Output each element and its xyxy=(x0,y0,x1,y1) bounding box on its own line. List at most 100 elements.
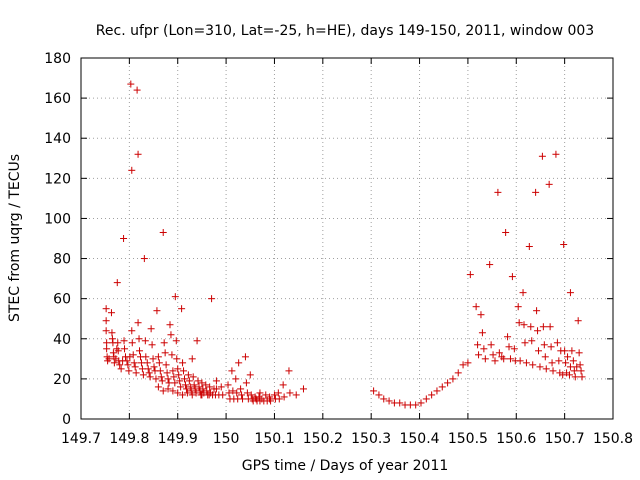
y-axis-label: STEC from uqrg / TECUs xyxy=(7,154,23,322)
data-point xyxy=(474,341,482,349)
data-point xyxy=(527,323,535,331)
x-tick-label: 149.7 xyxy=(61,431,101,447)
data-point xyxy=(280,393,288,401)
data-point xyxy=(173,355,181,363)
x-tick-label: 150.4 xyxy=(399,431,439,447)
data-point xyxy=(472,303,480,311)
data-point xyxy=(141,337,149,345)
data-point xyxy=(134,319,142,327)
data-point xyxy=(285,367,293,375)
data-point xyxy=(157,373,165,381)
data-point xyxy=(412,401,420,409)
data-point xyxy=(114,339,122,347)
data-point xyxy=(375,391,383,399)
data-point xyxy=(142,353,150,361)
x-tick-label: 150.7 xyxy=(545,431,585,447)
data-point xyxy=(184,371,192,379)
data-point xyxy=(242,379,250,387)
data-point xyxy=(152,375,160,383)
data-point xyxy=(123,357,131,365)
data-point xyxy=(182,385,190,393)
data-point xyxy=(140,255,148,263)
data-point xyxy=(491,357,499,365)
x-tick-label: 150.5 xyxy=(448,431,488,447)
data-point xyxy=(195,383,203,391)
data-point xyxy=(274,389,282,397)
data-point xyxy=(235,359,243,367)
data-point xyxy=(161,349,169,357)
data-point xyxy=(385,397,393,405)
x-tick-label: 150.6 xyxy=(496,431,536,447)
data-point xyxy=(486,261,494,269)
data-point xyxy=(477,311,485,319)
data-point xyxy=(428,391,436,399)
data-point xyxy=(299,385,307,393)
data-point xyxy=(574,317,582,325)
data-point xyxy=(132,369,140,377)
y-tick-label: 80 xyxy=(53,252,71,268)
data-point xyxy=(292,391,300,399)
data-point xyxy=(489,351,497,359)
data-point xyxy=(557,347,565,355)
data-point xyxy=(504,333,512,341)
data-point xyxy=(573,363,581,371)
data-point xyxy=(205,391,213,399)
data-point xyxy=(102,305,110,313)
data-point xyxy=(568,347,576,355)
data-point xyxy=(181,381,189,389)
data-point xyxy=(565,371,573,379)
data-point xyxy=(169,387,177,395)
x-tick-labels: 149.7 149.8 149.9 150 150.1 150.2 150.3 150.4 15… xyxy=(61,431,633,447)
data-point xyxy=(171,379,179,387)
data-point xyxy=(198,379,206,387)
data-point xyxy=(103,339,111,347)
data-points xyxy=(102,80,586,409)
data-point xyxy=(502,228,510,236)
data-point xyxy=(449,375,457,383)
data-point xyxy=(516,357,524,365)
chart-title: Rec. ufpr (Lon=310, Lat=-25, h=HE), days… xyxy=(96,23,594,39)
y-tick-label: 100 xyxy=(44,211,71,227)
data-point xyxy=(175,371,183,379)
data-point xyxy=(533,307,541,315)
data-point xyxy=(144,365,152,373)
data-point xyxy=(176,377,184,385)
data-point xyxy=(154,353,162,361)
data-point xyxy=(102,327,110,335)
data-point xyxy=(174,365,182,373)
data-point xyxy=(120,235,128,242)
data-point xyxy=(466,271,474,279)
data-point xyxy=(130,359,138,367)
data-point xyxy=(247,391,255,399)
data-point xyxy=(540,341,548,349)
data-point xyxy=(154,383,162,391)
x-tick-label: 150.2 xyxy=(303,431,343,447)
data-point xyxy=(279,381,287,389)
data-point xyxy=(134,150,142,158)
data-point xyxy=(232,375,240,383)
data-point xyxy=(188,355,196,363)
data-point xyxy=(131,363,139,371)
y-tick-label: 60 xyxy=(53,292,71,308)
data-point xyxy=(545,180,553,188)
data-point xyxy=(564,353,572,361)
data-point xyxy=(124,361,132,369)
data-point xyxy=(475,351,483,359)
data-point xyxy=(133,86,141,94)
data-point xyxy=(464,359,472,367)
data-point xyxy=(438,383,446,391)
data-point xyxy=(160,339,168,347)
data-point xyxy=(521,339,529,347)
y-tick-label: 140 xyxy=(44,131,71,147)
data-point xyxy=(480,345,488,353)
data-point xyxy=(396,399,404,407)
data-point xyxy=(495,349,503,357)
data-point xyxy=(127,80,135,88)
plot-frame xyxy=(80,57,614,420)
data-point xyxy=(233,389,241,397)
data-point xyxy=(538,152,546,160)
data-point xyxy=(149,355,157,363)
data-point xyxy=(164,385,172,393)
x-tick-label: 150 xyxy=(213,431,240,447)
